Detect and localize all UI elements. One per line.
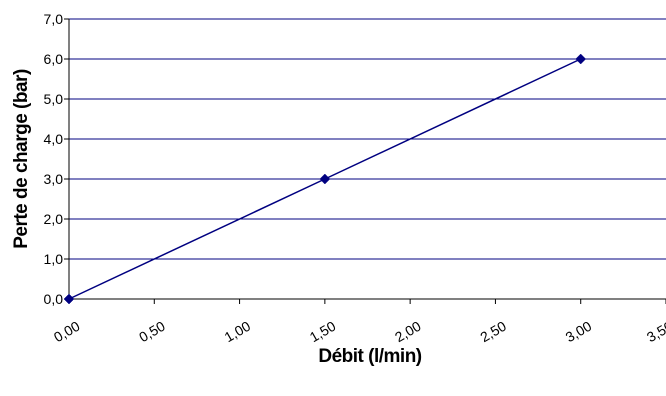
x-tick-label: 2,50 bbox=[477, 318, 509, 346]
y-tick-label: 0,0 bbox=[44, 291, 64, 307]
data-point-marker bbox=[319, 173, 331, 185]
x-tick-label: 3,50 bbox=[644, 318, 666, 346]
x-tick-label: 3,00 bbox=[563, 318, 595, 346]
y-tick-label: 4,0 bbox=[44, 131, 64, 147]
x-tick-label: 0,00 bbox=[51, 318, 83, 346]
x-tick-label: 1,00 bbox=[221, 318, 253, 346]
y-tick-label: 7,0 bbox=[44, 11, 64, 27]
data-point-marker bbox=[575, 53, 587, 65]
gridlines bbox=[69, 18, 666, 260]
y-tick-label: 5,0 bbox=[44, 91, 64, 107]
x-tick-label: 2,00 bbox=[392, 318, 424, 346]
data-point-marker bbox=[63, 293, 75, 305]
x-tick-label: 1,50 bbox=[307, 318, 339, 346]
x-tick-labels: 0,00 0,50 1,00 1,50 2,00 2,50 3,00 3,50 bbox=[51, 318, 666, 346]
x-axis-title: Débit (l/min) bbox=[318, 346, 421, 367]
y-tick-label: 2,0 bbox=[44, 211, 64, 227]
y-tick-label: 6,0 bbox=[44, 51, 64, 67]
y-tick-label: 1,0 bbox=[44, 251, 64, 267]
y-tick-labels: 0,0 1,0 2,0 3,0 4,0 5,0 6,0 7,0 bbox=[44, 11, 64, 307]
y-tick-label: 3,0 bbox=[44, 171, 64, 187]
y-axis-title: Perte de charge (bar) bbox=[11, 69, 32, 249]
x-tick-label: 0,50 bbox=[136, 318, 168, 346]
series-layer bbox=[63, 53, 587, 305]
axes bbox=[64, 18, 666, 304]
